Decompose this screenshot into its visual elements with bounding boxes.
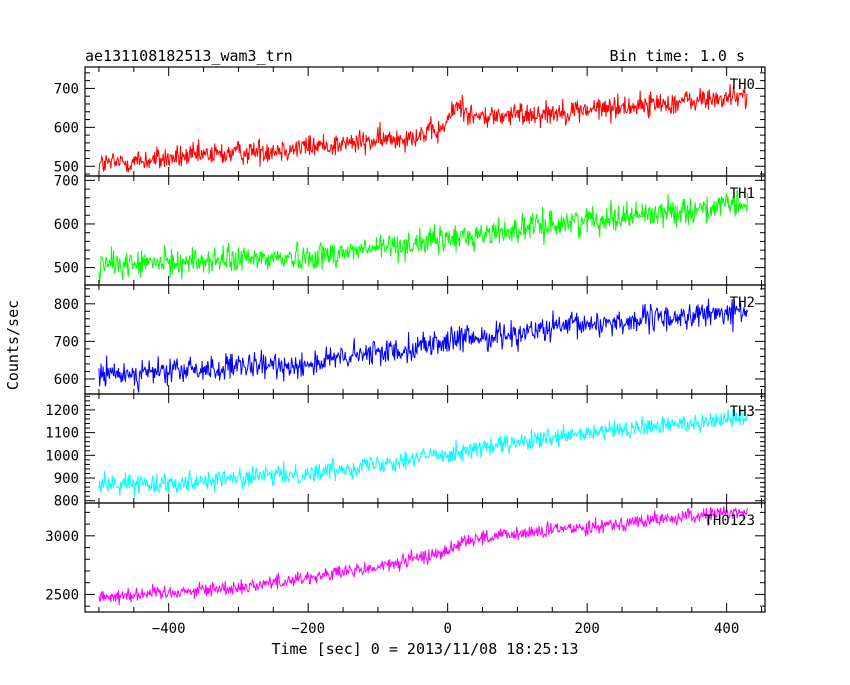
y-tick-label: 1000 — [45, 448, 79, 464]
series-line-th2 — [98, 298, 749, 393]
x-tick-label: 400 — [714, 621, 739, 637]
y-tick-label: 1100 — [45, 426, 79, 442]
chart-title: ae131108182513_wam3_trn — [85, 47, 293, 65]
panel-th0123: 2500 3000 TH0123 — [45, 502, 766, 613]
x-tick-label: −200 — [291, 621, 325, 637]
y-tick-label: 1200 — [45, 403, 79, 419]
panel-th0: 500 600 700 TH0 — [54, 66, 766, 177]
x-tick-label: 200 — [575, 621, 600, 637]
y-tick-label: 900 — [54, 471, 79, 487]
panel-frame — [84, 502, 766, 613]
y-tick-label: 700 — [54, 81, 79, 97]
panel-th1: 500 600 700 TH1 — [54, 173, 766, 286]
y-tick-label: 2500 — [45, 587, 79, 603]
x-tick-label: 0 — [443, 621, 451, 637]
panel-th2: 600 700 800 TH2 — [54, 284, 766, 395]
y-tick-label: 700 — [54, 334, 79, 350]
x-tick-label: −400 — [152, 621, 186, 637]
y-tick-label: 600 — [54, 372, 79, 388]
y-tick-label: 500 — [54, 159, 79, 175]
panel-name-label: TH3 — [730, 404, 755, 420]
y-tick-label: 500 — [54, 261, 79, 277]
series-line-th0123 — [98, 506, 749, 606]
panel-name-label: TH1 — [730, 186, 755, 202]
series-line-th3 — [98, 408, 748, 498]
panel-name-label: TH0123 — [704, 513, 755, 529]
y-tick-label: 800 — [54, 494, 79, 510]
y-tick-label: 700 — [54, 173, 79, 189]
series-line-th1 — [98, 189, 749, 283]
panel-th3: 800 900 1000 1100 1200 TH3 — [45, 393, 766, 510]
y-tick-label: 600 — [54, 217, 79, 233]
series-line-th0 — [98, 83, 748, 173]
y-tick-label: 600 — [54, 120, 79, 136]
y-axis-label: Counts/sec — [4, 300, 22, 390]
bin-time-label: Bin time: 1.0 s — [610, 47, 745, 65]
panel-frame — [84, 175, 766, 286]
panel-name-label: TH0 — [730, 77, 755, 93]
x-axis-label: Time [sec] 0 = 2013/11/08 18:25:13 — [271, 640, 578, 658]
y-tick-label: 800 — [54, 297, 79, 313]
panel-name-label: TH2 — [730, 295, 755, 311]
panels: 500 600 700 TH0 500 600 700 TH1 600 700 800 TH2 800 9… — [45, 66, 766, 637]
y-tick-label: 3000 — [45, 529, 79, 545]
